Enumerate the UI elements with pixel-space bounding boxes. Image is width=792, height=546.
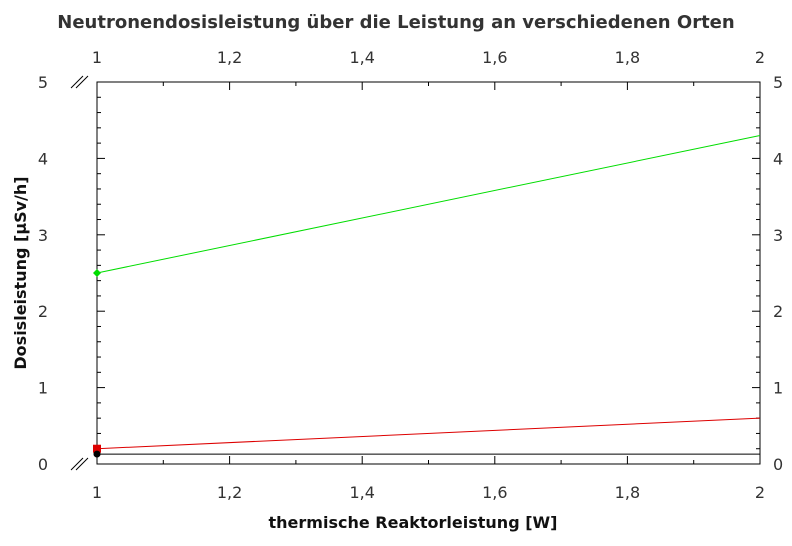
data-point-0 <box>93 269 101 277</box>
y-tick-label-right: 5 <box>773 73 783 92</box>
chart-title: Neutronendosisleistung über die Leistung… <box>57 12 734 33</box>
x-tick-label-bottom: 2 <box>755 483 765 502</box>
x-tick-label-top: 1,4 <box>349 48 374 67</box>
axis-break-mark <box>75 457 89 471</box>
x-axis-title: thermische Reaktorleistung [W] <box>269 513 558 532</box>
y-tick-label-right: 3 <box>773 226 783 245</box>
data-point-2 <box>93 450 101 458</box>
x-tick-label-top: 1 <box>92 48 102 67</box>
plot-frame <box>96 81 761 465</box>
axis-break-mark <box>70 75 84 89</box>
series-line-1 <box>96 417 761 450</box>
y-tick-label-right: 1 <box>773 379 783 398</box>
series-line-0 <box>96 134 761 274</box>
axis-break-mark <box>70 457 84 471</box>
x-tick-label-top: 2 <box>755 48 765 67</box>
x-tick-label-bottom: 1,8 <box>615 483 640 502</box>
y-tick-label-left: 0 <box>38 455 48 474</box>
x-tick-label-top: 1,6 <box>482 48 507 67</box>
series-layer <box>93 134 761 458</box>
x-tick-label-top: 1,2 <box>217 48 242 67</box>
x-tick-label-top: 1,8 <box>615 48 640 67</box>
x-tick-label-bottom: 1,2 <box>217 483 242 502</box>
axis-break-mark <box>75 75 89 89</box>
y-tick-label-right: 2 <box>773 302 783 321</box>
y-tick-label-left: 5 <box>38 73 48 92</box>
x-tick-label-bottom: 1,4 <box>349 483 374 502</box>
x-tick-label-bottom: 1,6 <box>482 483 507 502</box>
y-tick-label-left: 1 <box>38 379 48 398</box>
y-tick-label-right: 0 <box>773 455 783 474</box>
y-tick-label-left: 4 <box>38 149 48 168</box>
data-point-1 <box>93 444 101 453</box>
y-tick-label-left: 2 <box>38 302 48 321</box>
y-axis-title: Dosisleistung [µSv/h] <box>11 176 30 369</box>
x-tick-label-bottom: 1 <box>92 483 102 502</box>
y-tick-label-left: 3 <box>38 226 48 245</box>
y-tick-label-right: 4 <box>773 149 783 168</box>
